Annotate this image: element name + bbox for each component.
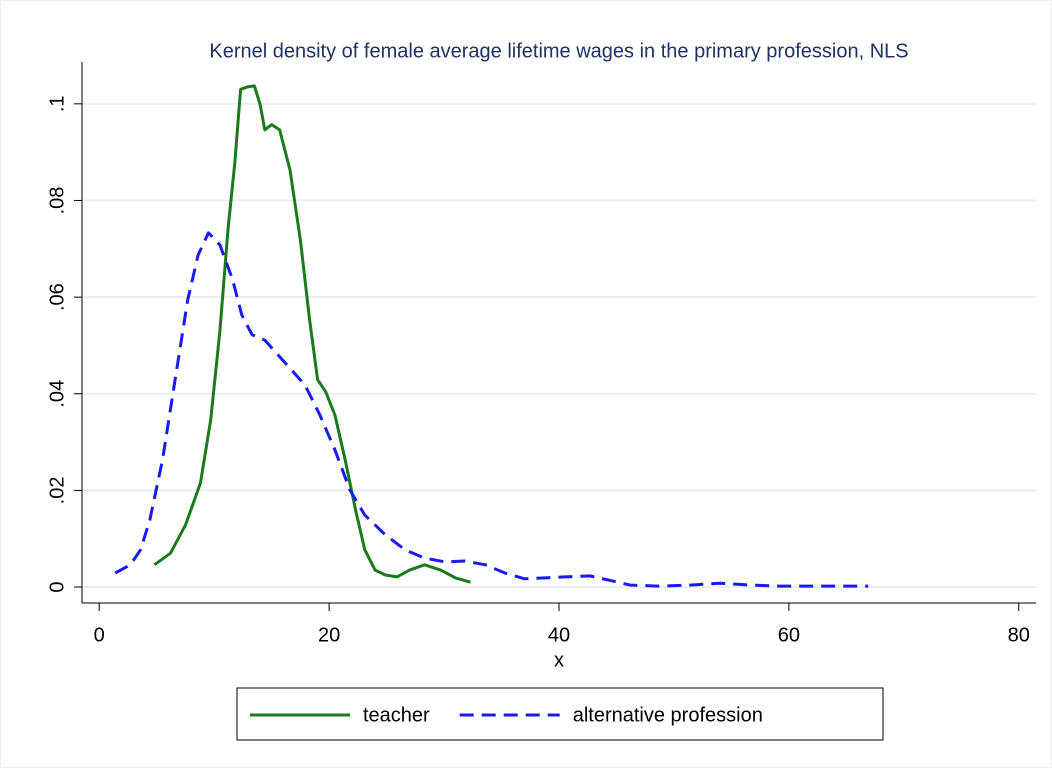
x-tick-label: 20 bbox=[318, 624, 340, 646]
chart-title: Kernel density of female average lifetim… bbox=[209, 40, 908, 62]
x-tick-label: 0 bbox=[94, 624, 105, 646]
y-tick-label: .06 bbox=[46, 283, 68, 311]
x-tick-label: 40 bbox=[548, 624, 570, 646]
legend-label: teacher bbox=[363, 704, 430, 726]
y-tick-label: .04 bbox=[46, 380, 68, 408]
series-line bbox=[153, 84, 471, 584]
x-axis-label: x bbox=[554, 649, 564, 671]
x-tick-label: 60 bbox=[778, 624, 800, 646]
series-line bbox=[114, 231, 869, 588]
y-tick-label: .08 bbox=[46, 187, 68, 215]
y-tick-label: 0 bbox=[46, 581, 68, 592]
y-tick-label: .1 bbox=[46, 95, 68, 112]
legend-label: alternative profession bbox=[573, 704, 763, 726]
y-tick-label: .02 bbox=[46, 477, 68, 505]
x-tick-label: 80 bbox=[1008, 624, 1030, 646]
